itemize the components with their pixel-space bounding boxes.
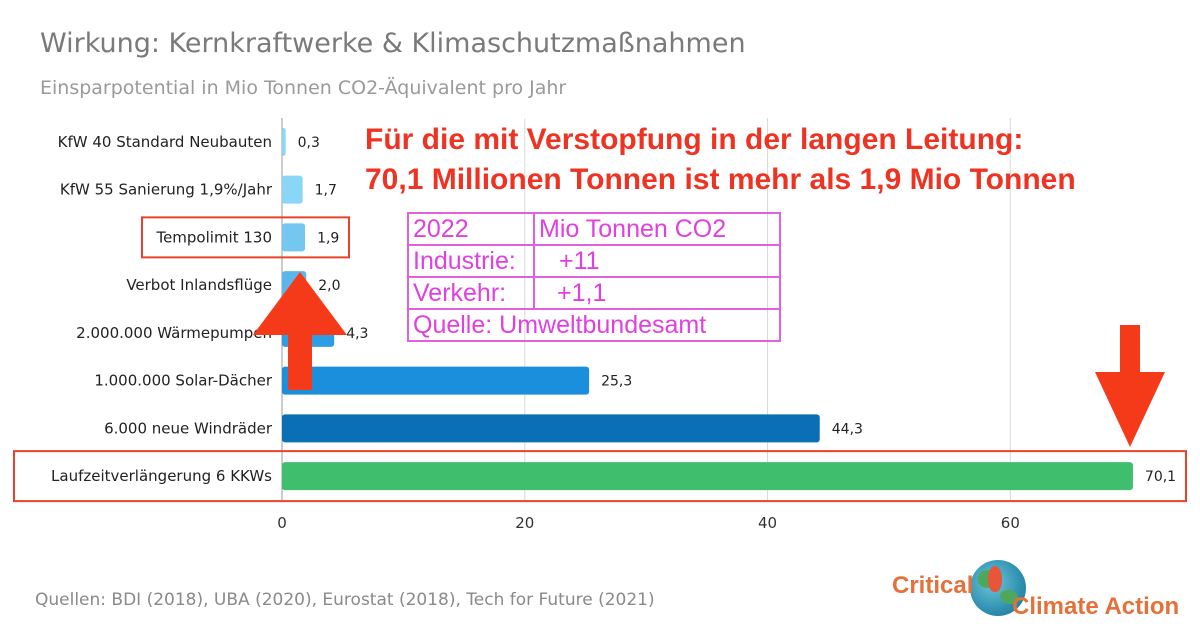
info-cell-traffic-label: Verkehr: <box>407 276 535 310</box>
info-cell-unit: Mio Tonnen CO2 <box>533 212 781 246</box>
x-tick-label: 60 <box>1001 514 1020 532</box>
category-label: KfW 55 Sanierung 1,9%/Jahr <box>60 181 273 199</box>
data-label: 1,9 <box>317 230 339 246</box>
category-label: 2.000.000 Wärmepumpen <box>76 324 272 342</box>
data-label: 0,3 <box>298 135 320 151</box>
chart-title: Wirkung: Kernkraftwerke & Klimaschutzmaß… <box>40 28 746 59</box>
x-tick-label: 20 <box>515 514 534 532</box>
bar <box>282 366 590 395</box>
info-cell-source: Quelle: Umweltbundesamt <box>407 308 781 342</box>
annotation-line-2: 70,1 Millionen Tonnen ist mehr als 1,9 M… <box>365 163 1076 196</box>
info-cell-industry-value: +11 <box>533 244 781 278</box>
category-label: Tempolimit 130 <box>155 228 272 246</box>
category-label: KfW 40 Standard Neubauten <box>58 133 272 151</box>
info-row: Verkehr: +1,1 <box>407 276 781 310</box>
chart-subtitle: Einsparpotential in Mio Tonnen CO2-Äquiv… <box>40 77 567 99</box>
bar <box>282 414 820 443</box>
info-row: 2022 Mio Tonnen CO2 <box>407 212 781 246</box>
critical-climate-action-logo: Critical Climate Action <box>892 560 1192 620</box>
category-label: Verbot Inlandsflüge <box>126 276 272 294</box>
logo-text-line-1: Critical <box>892 572 974 599</box>
data-label: 1,7 <box>315 183 337 199</box>
data-label: 70,1 <box>1145 469 1176 485</box>
logo-text-line-2: Climate Action <box>1012 593 1180 620</box>
sources-footnote: Quellen: BDI (2018), UBA (2020), Eurosta… <box>35 590 655 610</box>
x-tick-label: 40 <box>758 514 777 532</box>
data-label: 25,3 <box>601 374 632 390</box>
annotation-line-1: Für die mit Verstopfung in der langen Le… <box>365 123 1024 156</box>
highlight-box <box>141 216 350 259</box>
info-cell-year: 2022 <box>407 212 535 246</box>
info-table: 2022 Mio Tonnen CO2 Industrie: +11 Verke… <box>407 212 781 342</box>
data-label: 2,0 <box>318 278 340 294</box>
bar <box>282 127 286 156</box>
info-row: Industrie: +11 <box>407 244 781 278</box>
info-cell-traffic-value: +1,1 <box>533 276 781 310</box>
info-row: Quelle: Umweltbundesamt <box>407 308 781 342</box>
up-arrow-icon <box>253 272 347 390</box>
x-tick-label: 0 <box>277 514 287 532</box>
category-label: 1.000.000 Solar-Dächer <box>94 372 273 390</box>
bar <box>282 223 306 252</box>
data-label: 44,3 <box>832 421 863 437</box>
category-label: Laufzeitverlängerung 6 KKWs <box>51 467 272 485</box>
data-label: 4,3 <box>346 326 368 342</box>
highlight-box <box>13 450 1187 503</box>
flame-icon <box>988 566 1002 592</box>
bar <box>282 462 1133 491</box>
down-arrow-icon <box>1095 325 1165 447</box>
info-cell-industry-label: Industrie: <box>407 244 535 278</box>
annotation-text: Für die mit Verstopfung in der langen Le… <box>365 120 1076 200</box>
bar <box>282 175 303 204</box>
category-label: 6.000 neue Windräder <box>104 419 273 437</box>
